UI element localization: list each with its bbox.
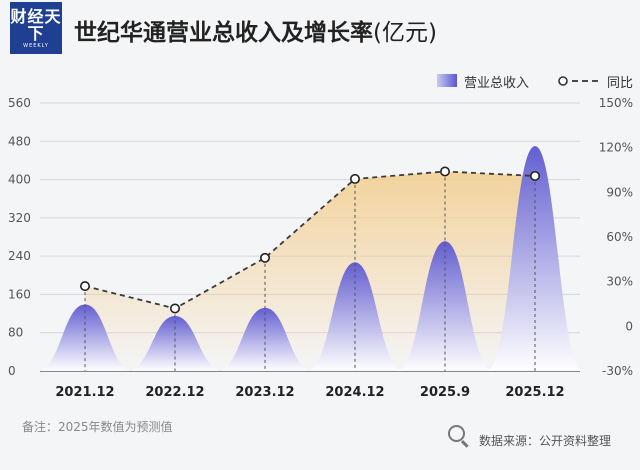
brand-logo-subtext: WEEKLY [23,42,49,49]
magnifier-icon [448,425,465,442]
legend-bar-label: 营业总收入 [464,76,530,91]
right-axis-tick-label: 60% [606,230,633,244]
right-axis-tick-label: 150% [599,96,633,110]
right-axis-tick-label: 120% [599,141,633,155]
chart-title: 世纪华通营业总收入及增长率(亿元) [74,13,437,47]
left-axis-tick-label: 560 [8,96,31,110]
revenue-bars [36,146,584,371]
chart-legend: 营业总收入 同比 [437,71,634,91]
left-axis-tick-label: 160 [8,287,31,301]
legend-line-label: 同比 [607,76,634,91]
legend-line-swatch [558,76,599,86]
right-axis-tick-label: 90% [606,185,633,199]
growth-point [529,170,540,181]
category-label: 2021.12 [55,385,114,400]
category-label: 2022.12 [145,385,204,400]
left-axis-tick-label: 400 [8,173,31,187]
category-label: 2025.9 [420,385,470,400]
revenue-bar [36,304,134,371]
revenue-bar [486,146,584,371]
growth-point [80,281,91,292]
right-axis-tick-label: -30% [602,364,633,378]
left-axis-tick-label: 240 [8,249,31,263]
right-axis-tick-label: 30% [606,275,633,289]
growth-point [170,303,181,314]
left-axis: 0 80 160 240 320 400 480 560 [8,96,31,378]
category-label: 2025.12 [505,385,564,400]
left-axis-tick-label: 80 [8,326,23,340]
data-source: 数据来源：公开资料整理 [448,425,633,455]
revenue-bar [216,307,314,371]
growth-point [349,173,360,184]
left-axis-tick-label: 320 [8,211,31,225]
revenue-bar [126,315,224,371]
legend-bar-swatch [437,74,457,87]
brand-logo-text: 财经天下 [10,6,62,43]
left-axis-tick-label: 480 [8,134,31,148]
revenue-bar [306,262,404,371]
chart-title-unit: (亿元) [373,20,437,46]
growth-point [259,252,270,263]
right-axis-tick-label: 0 [625,319,633,333]
brand-logo: 财经天下 WEEKLY [10,2,62,54]
growth-line [84,170,536,310]
growth-line-path [84,170,536,310]
data-source-text: 数据来源：公开资料整理 [479,434,612,448]
category-axis: 2021.12 2022.12 2023.12 2024.12 2025.9 2025.1… [55,385,564,400]
category-label: 2023.12 [235,385,294,400]
footnote: 备注：2025年数值为预测值 [22,420,173,434]
growth-points [80,166,540,314]
left-axis-tick-label: 0 [8,364,16,378]
chart-title-main: 世纪华通营业总收入及增长率 [74,20,373,46]
category-label: 2024.12 [325,385,384,400]
right-axis: -30% 0 30% 60% 90% 120% 150% [599,96,633,378]
drop-lines [84,171,536,371]
growth-point [439,166,450,177]
